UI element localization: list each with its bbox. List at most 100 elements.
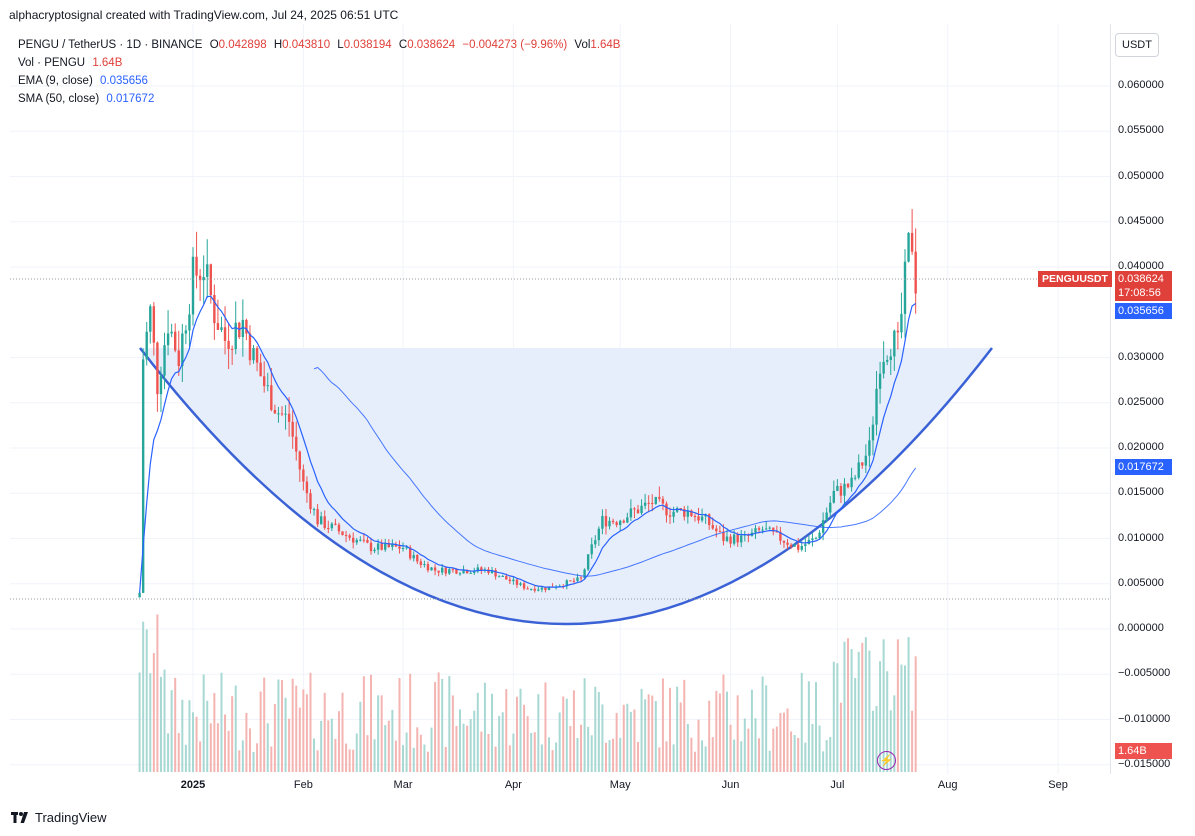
volume-bar: [576, 737, 579, 772]
price-tick-label: 0.040000: [1118, 260, 1164, 272]
price-tick-label: 0.030000: [1118, 350, 1164, 363]
volume-bar: [569, 725, 572, 772]
volume-bar: [768, 750, 771, 772]
footer-brand-label: TradingView: [35, 810, 107, 825]
volume-bar: [551, 750, 554, 772]
volume-bar: [316, 750, 319, 772]
legend-sma-row[interactable]: SMA (50, close) 0.017672: [18, 90, 620, 108]
candle-body: [334, 523, 337, 525]
candle-body: [230, 348, 234, 350]
volume-bar: [743, 718, 746, 772]
volume-bar: [291, 678, 294, 772]
volume-bar: [629, 711, 632, 772]
candle-body: [401, 548, 405, 550]
candle-body: [341, 531, 344, 536]
legend-ema-label: EMA (9, close): [18, 75, 93, 87]
volume-bars: [138, 614, 917, 772]
candle-body: [658, 496, 661, 499]
volume-bar: [437, 672, 440, 772]
candle-body: [465, 569, 469, 574]
volume-bar: [288, 718, 291, 772]
volume-bar: [295, 685, 298, 772]
legend-o-label: O: [209, 39, 219, 51]
candle-body: [661, 498, 665, 504]
candle-body: [419, 561, 423, 565]
candle-body: [804, 544, 807, 546]
volume-bar: [216, 723, 219, 772]
candle-body: [355, 539, 358, 543]
volume-bar: [377, 695, 380, 772]
candle-body: [764, 528, 768, 530]
volume-bar: [736, 695, 739, 772]
candle-body: [298, 451, 301, 470]
volume-bar: [882, 639, 885, 772]
volume-bar: [416, 727, 419, 772]
volume-bar: [515, 696, 518, 772]
volume-bar: [152, 653, 155, 772]
volume-bar: [722, 674, 725, 772]
candle-body: [220, 327, 223, 330]
footer-brand[interactable]: TradingView: [11, 810, 107, 825]
candle-body: [170, 331, 173, 334]
candle-body: [864, 455, 868, 466]
candle-body: [629, 508, 633, 518]
volume-bar: [313, 738, 316, 772]
candle-body: [576, 577, 579, 582]
candle-body: [284, 413, 287, 415]
legend-change: −0.004273 (−9.96%): [462, 39, 568, 51]
legend-ohlc-row[interactable]: PENGU / TetherUS · 1D · BINANCE O0.04289…: [18, 36, 620, 54]
legend-volume-row[interactable]: Vol · PENGU 1.64B: [18, 54, 620, 72]
volume-bar: [914, 656, 917, 772]
candle-body: [544, 587, 547, 591]
sma-line: [313, 366, 917, 577]
candle-body: [241, 319, 245, 338]
candle-body: [757, 528, 761, 530]
candle-body: [330, 523, 334, 529]
volume-bar: [156, 614, 159, 772]
volume-bar: [907, 637, 910, 772]
volume-bar: [765, 685, 768, 772]
volume-bar: [886, 671, 889, 772]
candle-body: [512, 579, 515, 582]
volume-bar: [850, 649, 853, 772]
time-tick-label: Aug: [937, 779, 958, 791]
candle-body: [263, 376, 266, 387]
volume-bar: [832, 661, 835, 772]
volume-bar: [434, 682, 437, 772]
volume-bar: [206, 700, 209, 772]
candle-body: [344, 535, 348, 537]
volume-bar: [733, 739, 736, 772]
volume-bar: [896, 639, 899, 772]
volume-bar: [626, 703, 629, 772]
time-tick-label: 2025: [180, 779, 206, 791]
volume-bar: [348, 749, 351, 772]
candle-body: [206, 264, 209, 277]
last-price-value: 0.038624: [1118, 273, 1164, 285]
volume-bar: [512, 733, 515, 772]
volume-bar: [177, 733, 180, 772]
candle-body: [772, 527, 775, 532]
volume-bar: [163, 669, 166, 772]
candle-body: [814, 538, 818, 540]
candle-body: [476, 567, 479, 572]
lightning-bolt-icon[interactable]: ⚡: [877, 751, 896, 770]
legend-ema-row[interactable]: EMA (9, close) 0.035656: [18, 72, 620, 90]
currency-button[interactable]: USDT: [1115, 33, 1159, 57]
candle-body: [366, 539, 369, 543]
candle-body: [234, 322, 237, 350]
legend-volume-value: 1.64B: [92, 57, 123, 69]
volume-bar: [284, 697, 287, 772]
volume-bar: [555, 742, 558, 772]
volume-bar: [409, 673, 412, 772]
candle-body: [266, 385, 269, 387]
volume-bar: [697, 719, 700, 772]
volume-bar: [145, 629, 148, 772]
candle-body: [394, 544, 398, 547]
candle-body: [740, 535, 743, 543]
candle-body: [611, 520, 615, 523]
volume-bar: [857, 651, 860, 772]
candle-body: [305, 481, 309, 494]
last-price-badge: 0.038624 17:08:56: [1115, 271, 1172, 301]
candle-body: [779, 531, 782, 541]
